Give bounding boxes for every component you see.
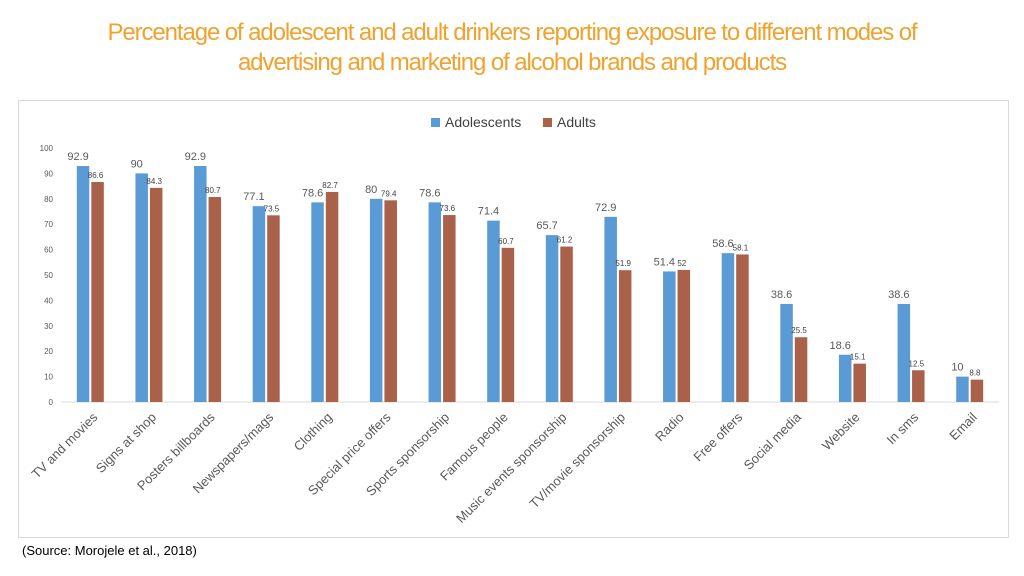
data-label-adults: 86.6	[88, 171, 104, 180]
chart-title-line-1: Percentage of adolescent and adult drink…	[107, 19, 917, 46]
y-tick-label: 50	[44, 271, 53, 280]
data-label-adults: 82.7	[322, 181, 338, 190]
data-label-adults: 73.5	[264, 204, 280, 213]
data-label-adults: 25.5	[791, 326, 807, 335]
x-tick-label: Email	[946, 409, 980, 443]
bar-adults	[501, 247, 515, 402]
data-label-adults: 60.7	[498, 237, 514, 246]
bar-adolescents	[135, 173, 148, 402]
bar-adolescents	[663, 271, 676, 402]
y-tick-label: 80	[44, 195, 53, 204]
bar-adults	[267, 215, 280, 402]
data-label-adolescents: 92.9	[67, 151, 88, 163]
bar-adolescents	[369, 198, 383, 402]
bar-adolescents	[487, 220, 500, 402]
bar-adults	[618, 270, 632, 402]
data-label-adults: 15.1	[850, 353, 866, 362]
bar-adolescents	[428, 202, 442, 402]
x-tick-label: TV/movie sponsorship	[527, 410, 629, 512]
legend-swatch-adults	[543, 118, 552, 127]
x-tick-label: Signs at shop	[93, 410, 159, 476]
data-label-adolescents: 90	[131, 158, 143, 170]
data-label-adults: 12.5	[909, 359, 925, 368]
y-tick-label: 100	[40, 144, 54, 153]
bar-adults	[970, 379, 984, 402]
bar-adults	[91, 182, 104, 402]
data-label-adolescents: 18.6	[829, 340, 850, 352]
data-label-adolescents: 10	[951, 362, 963, 374]
data-label-adults: 61.2	[557, 236, 573, 245]
data-label-adolescents: 78.6	[302, 187, 323, 199]
bar-adolescents	[76, 166, 90, 402]
bar-adults	[149, 187, 163, 402]
x-tick-label: Social media	[741, 409, 805, 473]
data-label-adults: 58.1	[733, 243, 749, 252]
bar-adolescents	[780, 303, 793, 402]
bar-adults	[443, 215, 456, 402]
data-label-adults: 79.4	[381, 189, 397, 198]
bar-adolescents	[956, 376, 969, 402]
bar-adults	[560, 246, 573, 402]
source-note: (Source: Morojele et al., 2018)	[22, 543, 197, 558]
data-label-adolescents: 92.9	[185, 151, 206, 163]
y-tick-label: 90	[44, 169, 53, 178]
y-tick-label: 30	[44, 322, 53, 331]
data-label-adults: 80.7	[205, 186, 221, 195]
bar-adolescents	[311, 202, 324, 402]
data-label-adults: 51.9	[615, 259, 631, 268]
bar-adolescents	[838, 354, 852, 402]
data-label-adolescents: 77.1	[243, 191, 264, 203]
data-label-adolescents: 58.6	[712, 238, 733, 250]
data-label-adults: 8.8	[969, 369, 981, 378]
data-label-adolescents: 65.7	[536, 220, 557, 232]
data-label-adolescents: 80	[365, 184, 377, 196]
y-tick-label: 40	[44, 296, 53, 305]
data-label-adults: 84.3	[146, 177, 162, 186]
legend-label-adolescents: Adolescents	[445, 114, 521, 130]
bar-adolescents	[897, 303, 911, 402]
bar-adults	[736, 254, 749, 402]
x-tick-label: Radio	[652, 410, 687, 445]
chart-title-line-2: advertising and marketing of alcohol bra…	[237, 49, 787, 76]
bar-adults	[325, 191, 339, 402]
bar-adolescents	[194, 166, 207, 402]
chart-title: Percentage of adolescent and adult drink…	[40, 18, 984, 78]
data-label-adults: 73.6	[440, 204, 456, 213]
data-label-adolescents: 72.9	[595, 202, 616, 214]
x-tick-label: Music events sponsorship	[453, 410, 569, 526]
bar-adolescents	[545, 235, 559, 402]
y-tick-label: 20	[44, 347, 53, 356]
chart-area: 0 10 20 30 40 50 60 70 80 90 100 92.9 86.6 TV and mov…	[18, 100, 1009, 538]
x-tick-label: In sms	[883, 409, 921, 447]
bar-adolescents	[252, 206, 266, 402]
x-tick-label: TV and movies	[29, 409, 101, 481]
bar-adolescents	[721, 253, 735, 402]
bar-adults	[208, 197, 222, 402]
legend-label-adults: Adults	[557, 114, 596, 130]
x-tick-label: Website	[819, 410, 863, 454]
data-label-adolescents: 38.6	[888, 289, 909, 301]
data-label-adolescents: 71.4	[478, 206, 499, 218]
y-tick-label: 0	[49, 398, 54, 407]
data-label-adolescents: 78.6	[419, 187, 440, 199]
y-tick-label: 60	[44, 246, 53, 255]
bar-adults	[677, 269, 691, 402]
x-tick-label: Free offers	[690, 409, 745, 464]
data-label-adults: 52	[677, 259, 686, 268]
bar-adults	[853, 363, 866, 402]
bar-adults	[384, 200, 397, 402]
data-label-adolescents: 51.4	[654, 256, 675, 268]
y-tick-label: 10	[44, 373, 53, 382]
y-tick-label: 70	[44, 220, 53, 229]
x-tick-label: Clothing	[291, 410, 335, 454]
bar-adults	[912, 370, 925, 402]
data-label-adolescents: 38.6	[771, 289, 792, 301]
bar-adults	[794, 337, 808, 402]
legend-swatch-adolescents	[431, 118, 440, 127]
bar-adolescents	[604, 216, 617, 402]
